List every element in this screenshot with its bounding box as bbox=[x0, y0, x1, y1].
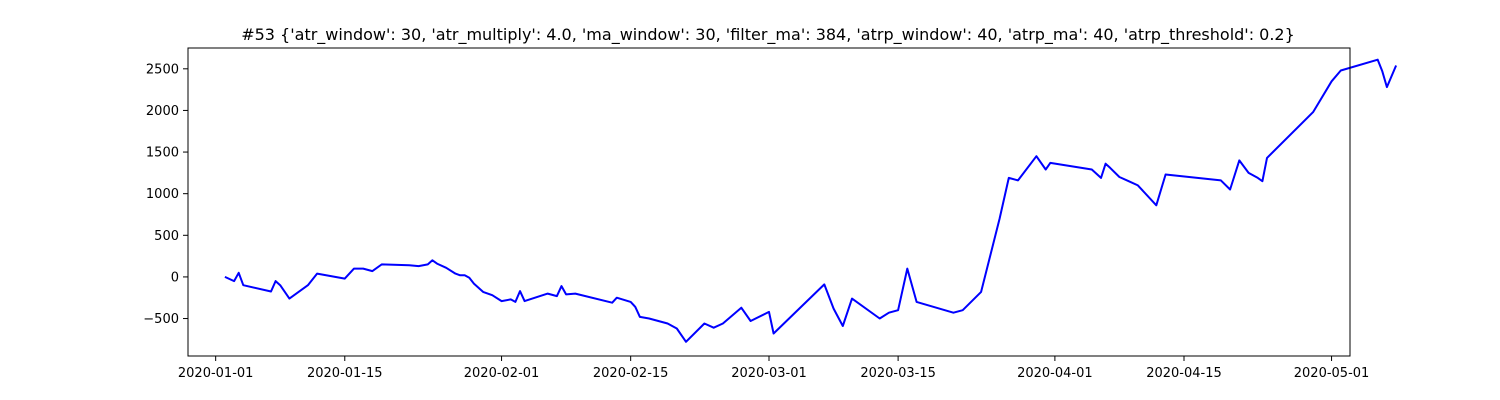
y-tick-label: 2000 bbox=[146, 104, 179, 119]
x-tick-label: 2020-01-01 bbox=[178, 366, 254, 381]
x-tick-label: 2020-04-15 bbox=[1146, 366, 1222, 381]
x-tick-label: 2020-02-15 bbox=[593, 366, 669, 381]
y-tick-label: 500 bbox=[154, 229, 179, 244]
plot-area bbox=[224, 58, 1398, 343]
chart-title: #53 {'atr_window': 30, 'atr_multiply': 4… bbox=[241, 25, 1295, 45]
x-tick-label: 2020-02-01 bbox=[464, 366, 540, 381]
series-line bbox=[224, 58, 1398, 343]
y-tick-label: 1500 bbox=[146, 146, 179, 161]
plot-frame bbox=[187, 47, 1351, 357]
x-tick-label: 2020-03-15 bbox=[860, 366, 936, 381]
x-tick-label: 2020-03-01 bbox=[731, 366, 807, 381]
y-tick-label: 0 bbox=[171, 270, 179, 285]
x-tick-label: 2020-05-01 bbox=[1294, 366, 1370, 381]
x-tick-label: 2020-04-01 bbox=[1017, 366, 1093, 381]
x-tick-label: 2020-01-15 bbox=[307, 366, 383, 381]
y-tick-label: 1000 bbox=[146, 187, 179, 202]
x-axis: 2020-01-01 2020-01-15 2020-02-01 2020-02-15… bbox=[178, 356, 1369, 381]
y-tick-label: −500 bbox=[143, 312, 179, 327]
y-tick-label: 2500 bbox=[146, 62, 179, 77]
y-axis: −500 0 500 1000 1500 2000 2500 bbox=[143, 62, 188, 327]
